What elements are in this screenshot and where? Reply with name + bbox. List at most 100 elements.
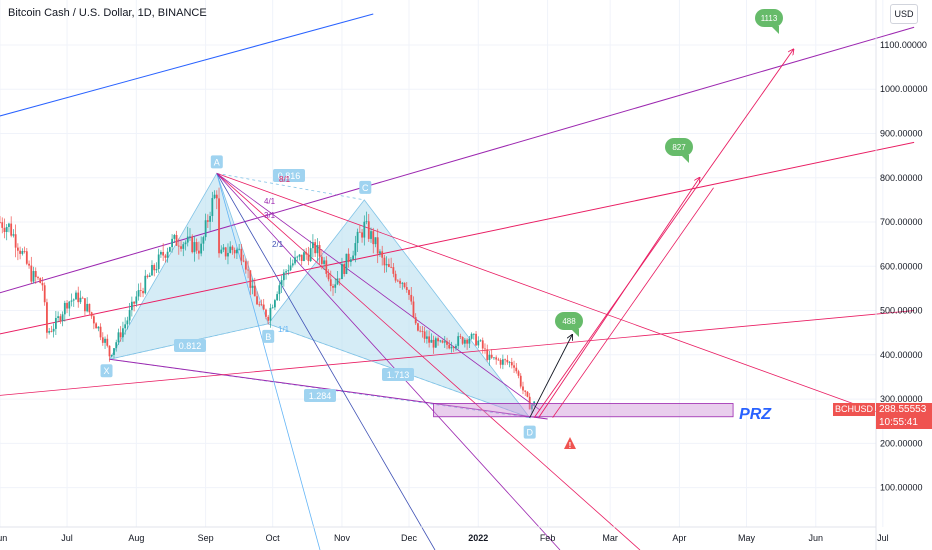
candle-body bbox=[209, 216, 211, 222]
candle-body bbox=[215, 194, 218, 199]
candle-body bbox=[177, 245, 180, 247]
candle-body bbox=[338, 278, 341, 280]
red-channel-upper bbox=[0, 141, 915, 335]
prz-label: PRZ bbox=[739, 406, 772, 423]
target-value: 827 bbox=[672, 143, 686, 152]
candle-body bbox=[345, 253, 348, 274]
candle-body bbox=[291, 263, 294, 266]
point-label: X bbox=[104, 366, 110, 376]
candle-body bbox=[59, 316, 62, 322]
fan-label: 2/1 bbox=[272, 240, 284, 249]
x-tick-label: Nov bbox=[334, 533, 351, 543]
candle-body bbox=[441, 340, 444, 343]
candle-body bbox=[253, 285, 256, 297]
candle-body bbox=[390, 266, 393, 268]
candle-body bbox=[274, 300, 276, 308]
ratio-text: 1.713 bbox=[387, 370, 410, 380]
candle-body bbox=[361, 232, 363, 238]
x-tick-label: Mar bbox=[602, 533, 618, 543]
candle-body bbox=[75, 292, 77, 300]
candle-body bbox=[358, 231, 361, 233]
candle-body bbox=[204, 220, 207, 238]
candle-body bbox=[457, 336, 460, 346]
x-tick-label: Dec bbox=[401, 533, 418, 543]
y-tick-label: 500.00000 bbox=[880, 306, 923, 316]
candle-body bbox=[468, 338, 471, 344]
candle-body bbox=[278, 285, 281, 295]
candle-body bbox=[222, 247, 225, 250]
candle-body bbox=[410, 294, 413, 302]
candle-body bbox=[206, 220, 209, 222]
candle-body bbox=[336, 278, 339, 285]
candle-body bbox=[84, 298, 86, 312]
candle-body bbox=[276, 294, 279, 301]
candle-body bbox=[39, 278, 42, 283]
candle-body bbox=[247, 269, 249, 271]
fan-line bbox=[216, 173, 321, 550]
candle-body bbox=[365, 221, 368, 223]
x-tick-label: Feb bbox=[540, 533, 556, 543]
candle-body bbox=[374, 237, 377, 245]
candle-body bbox=[327, 273, 330, 280]
candle-body bbox=[309, 248, 312, 262]
trend-lines bbox=[0, 13, 915, 550]
candle-body bbox=[428, 336, 431, 343]
candle-body bbox=[385, 264, 388, 266]
candle-body bbox=[162, 251, 165, 256]
candle-body bbox=[265, 309, 267, 317]
candle-body bbox=[405, 287, 408, 291]
target-value: 488 bbox=[562, 317, 576, 326]
candle-body bbox=[399, 280, 401, 284]
candle-body bbox=[260, 304, 263, 306]
target-bubble-bg bbox=[665, 138, 693, 156]
y-tick-label: 100.00000 bbox=[880, 483, 923, 493]
candle-body bbox=[41, 282, 44, 286]
candle-body bbox=[401, 282, 404, 284]
candle-body bbox=[19, 250, 22, 254]
point-label-bg bbox=[100, 364, 113, 378]
candle-body bbox=[524, 390, 527, 392]
candle-body bbox=[298, 254, 301, 257]
candle-body bbox=[481, 340, 484, 349]
candle-body bbox=[122, 328, 124, 338]
candle-body bbox=[5, 226, 8, 233]
candle-body bbox=[522, 386, 524, 391]
candle-body bbox=[202, 237, 205, 244]
candle-body bbox=[432, 339, 435, 348]
candle-body bbox=[97, 326, 100, 329]
candle-body bbox=[61, 314, 64, 322]
candle-body bbox=[128, 310, 131, 321]
candle-body bbox=[151, 265, 153, 276]
candle-body bbox=[242, 260, 245, 262]
candle-body bbox=[493, 357, 495, 359]
candle-body bbox=[475, 333, 477, 346]
target-arrow-guide bbox=[552, 187, 714, 418]
candle-body bbox=[3, 227, 6, 233]
ratio-text: 0.812 bbox=[179, 341, 202, 351]
ratio-text: 0.816 bbox=[278, 171, 301, 181]
red-trend-lower bbox=[0, 310, 915, 396]
candle-body bbox=[173, 234, 176, 239]
candle-body bbox=[220, 249, 223, 254]
candle-body bbox=[280, 280, 283, 286]
candle-body bbox=[461, 337, 464, 344]
candle-body bbox=[155, 269, 158, 271]
candle-body bbox=[23, 251, 26, 252]
candle-body bbox=[144, 275, 147, 294]
candle-body bbox=[117, 332, 120, 343]
candle-body bbox=[57, 316, 60, 318]
xd-retrace bbox=[109, 358, 530, 419]
candle-body bbox=[14, 234, 17, 248]
candle-body bbox=[513, 365, 515, 368]
candle-body bbox=[287, 270, 290, 272]
currency-button[interactable]: USD bbox=[890, 4, 918, 24]
candle-body bbox=[504, 359, 507, 361]
candle-body bbox=[229, 246, 232, 253]
candle-body bbox=[470, 333, 473, 339]
candle-body bbox=[236, 249, 238, 254]
candle-body bbox=[115, 342, 118, 349]
candle-body bbox=[48, 331, 51, 333]
chart-title: Bitcoin Cash / U.S. Dollar, 1D, BINANCE bbox=[8, 7, 207, 19]
harmonic-pattern bbox=[108, 172, 531, 419]
